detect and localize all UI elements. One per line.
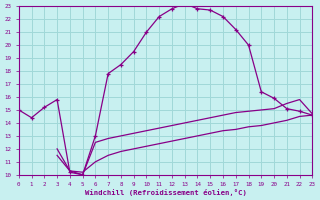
X-axis label: Windchill (Refroidissement éolien,°C): Windchill (Refroidissement éolien,°C) xyxy=(84,189,246,196)
